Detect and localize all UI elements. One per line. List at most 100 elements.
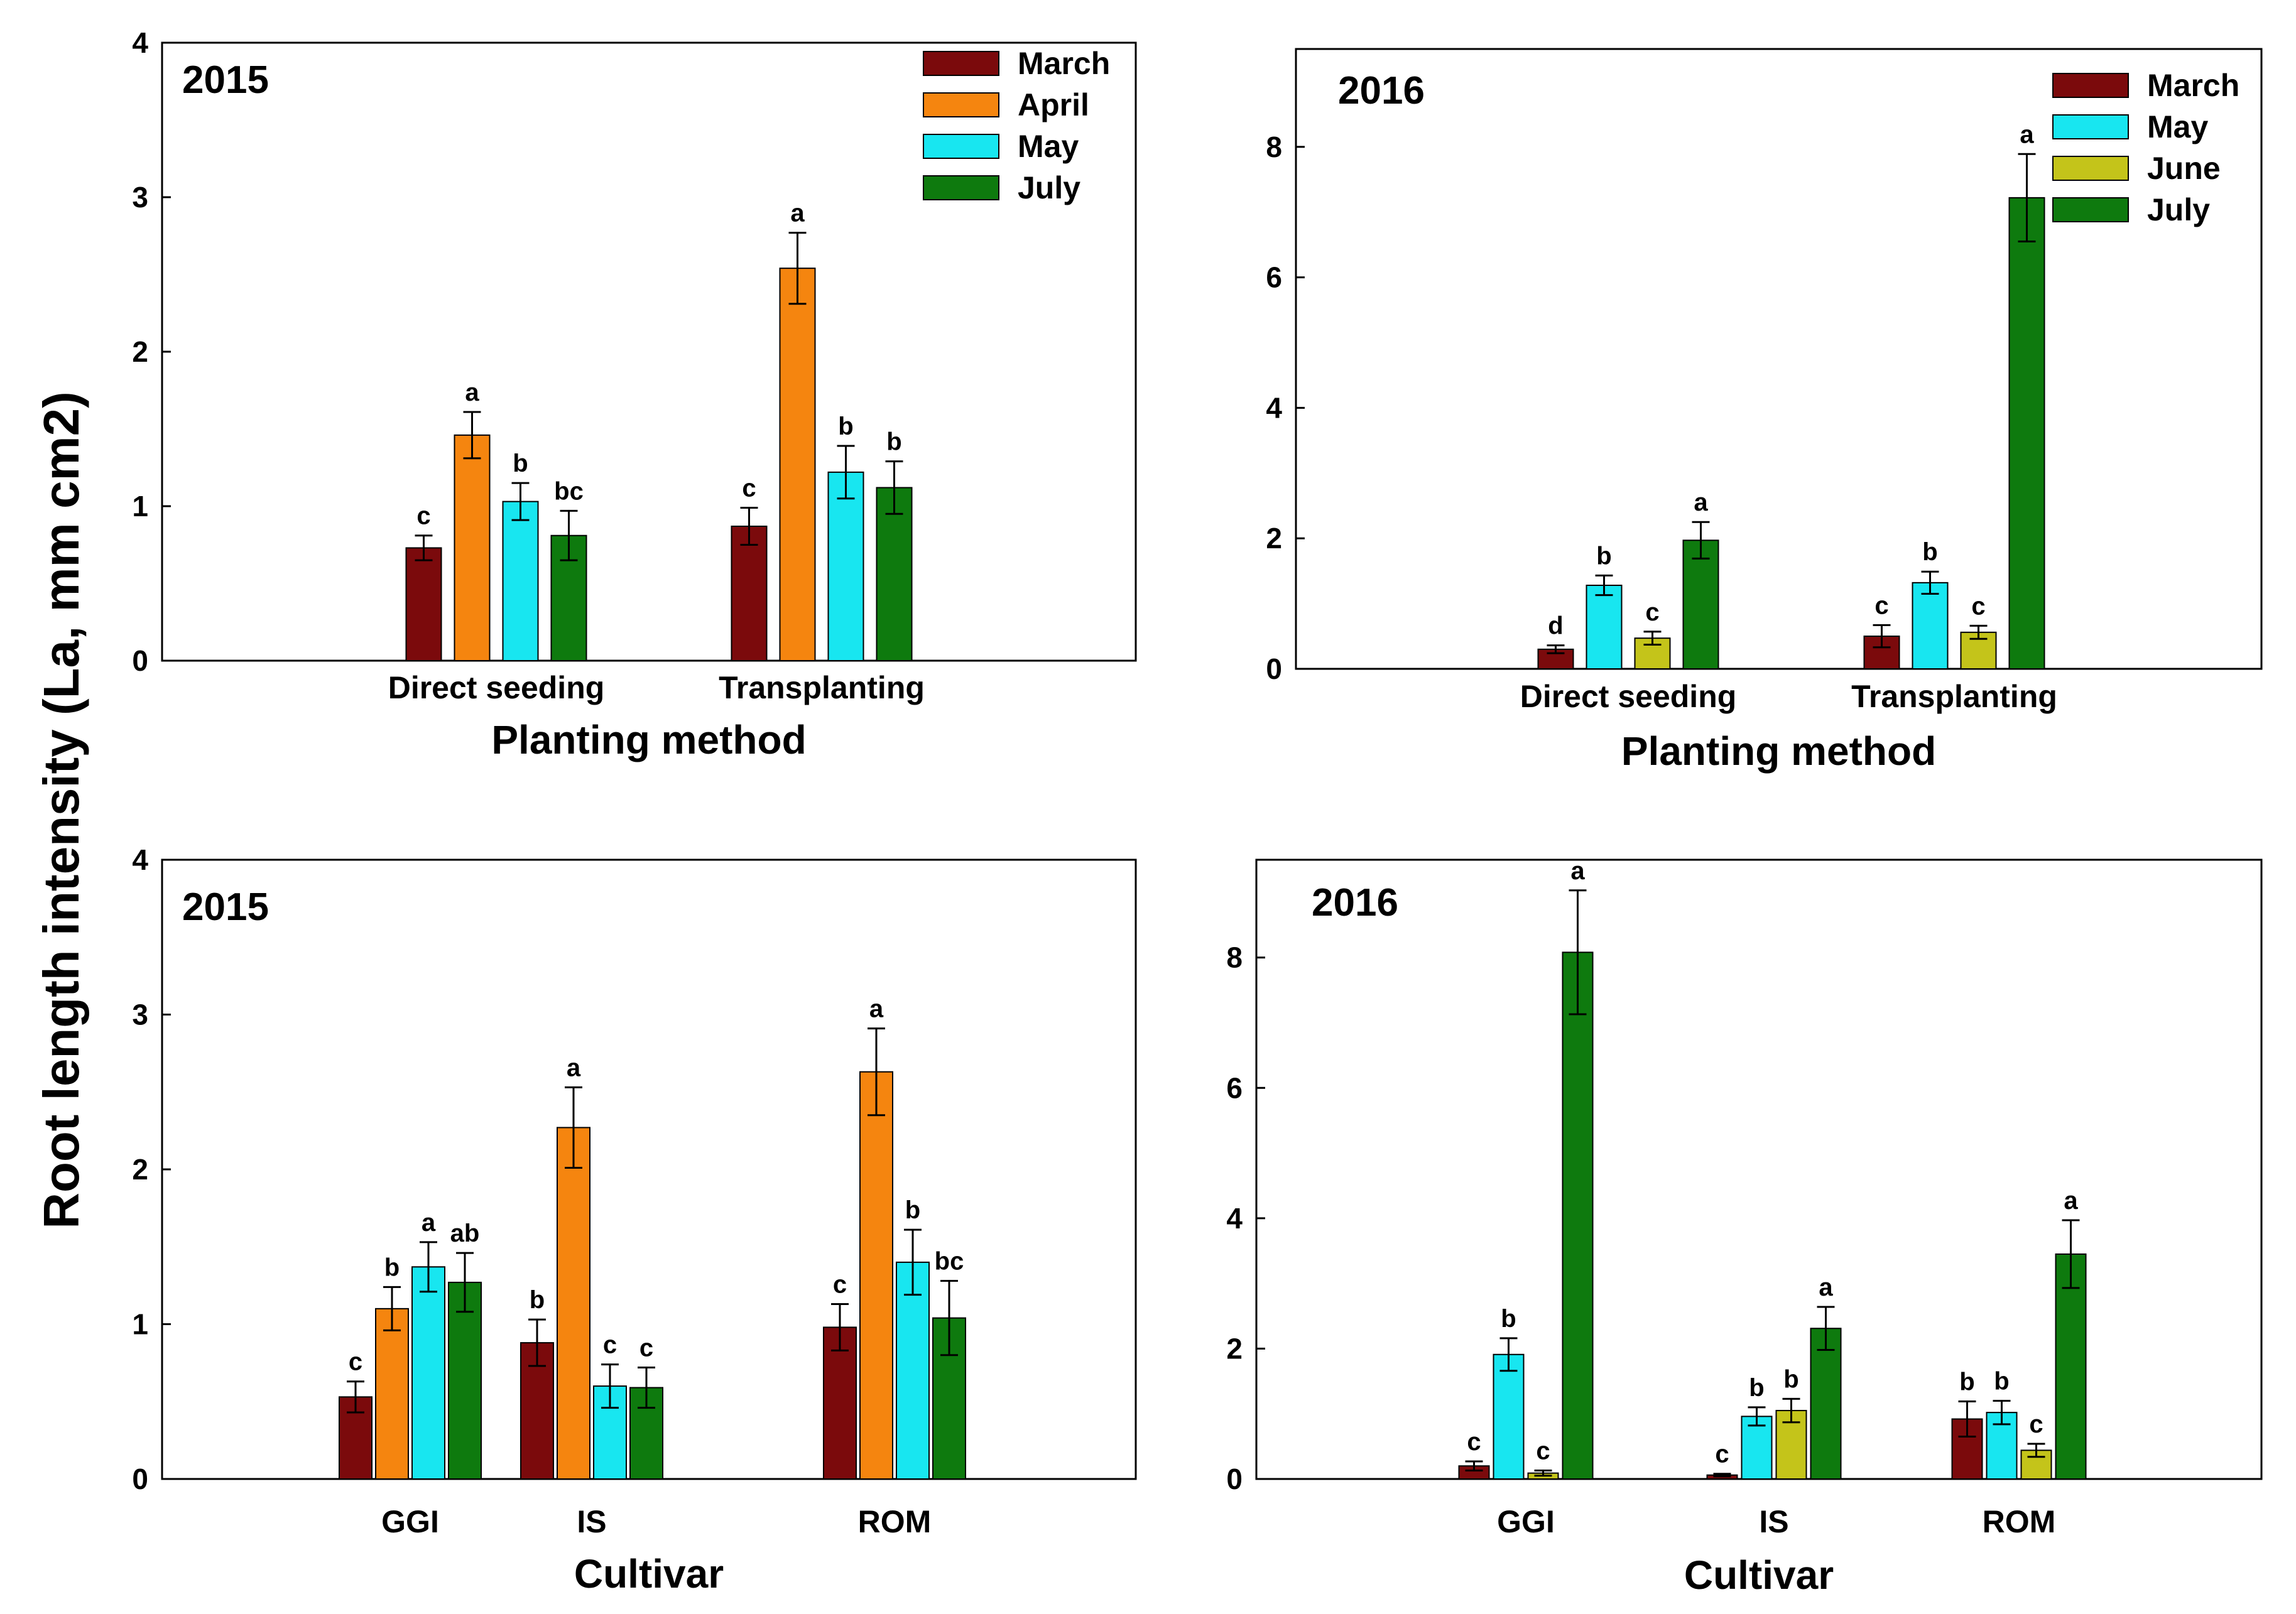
y-tick-label: 0 — [1266, 653, 1282, 685]
significance-label: c — [833, 1270, 847, 1298]
bar-may — [411, 1266, 445, 1480]
x-category-label: IS — [1759, 1504, 1788, 1539]
significance-label: b — [1922, 538, 1937, 566]
bar-april — [454, 434, 491, 662]
significance-label: c — [349, 1348, 362, 1376]
x-axis-label: Planting method — [1621, 728, 1936, 774]
legend-label: March — [2147, 68, 2239, 103]
chart-panel: 0 2 4 6 8 2016 d b c a Direct seeding c b c a Transplan… — [1266, 48, 2263, 774]
significance-label: b — [530, 1286, 545, 1314]
significance-label: c — [742, 474, 756, 502]
legend-swatch — [2052, 114, 2129, 139]
plot-frame — [1295, 48, 2263, 670]
x-category-label: IS — [577, 1504, 606, 1539]
bar-april — [859, 1071, 893, 1480]
y-axis-label: Root length intensity (La, mm cm2) — [33, 391, 89, 1228]
legend-label: May — [1018, 129, 1079, 164]
plot-frame — [161, 858, 1137, 1480]
significance-label: c — [603, 1331, 617, 1359]
legend-label: July — [2147, 192, 2210, 227]
bar-may — [827, 471, 864, 661]
x-category-label: Direct seeding — [1520, 679, 1737, 714]
legend-label: March — [1018, 46, 1110, 81]
significance-label: c — [1715, 1441, 1729, 1468]
y-tick-label: 0 — [132, 644, 148, 677]
x-category-label: GGI — [1497, 1504, 1555, 1539]
y-tick-label: 1 — [132, 1308, 148, 1341]
bar-july — [448, 1281, 482, 1480]
significance-label: a — [2064, 1187, 2078, 1215]
y-tick-label: 8 — [1266, 131, 1282, 163]
significance-label: c — [639, 1335, 653, 1362]
x-category-label: Transplanting — [1851, 679, 2057, 714]
panel-title: 2016 — [1312, 881, 1398, 924]
bar-april — [375, 1308, 409, 1480]
bar-july — [1682, 539, 1719, 670]
bar-may — [1912, 582, 1949, 669]
significance-label: ab — [450, 1220, 480, 1247]
significance-label: b — [905, 1196, 920, 1224]
significance-label: b — [1783, 1365, 1798, 1393]
x-category-label: Transplanting — [719, 670, 925, 705]
legend-swatch — [923, 92, 999, 117]
y-tick-label: 8 — [1226, 941, 1243, 974]
significance-label: a — [1694, 489, 1708, 516]
significance-label: c — [1536, 1438, 1550, 1465]
significance-label: d — [1548, 612, 1563, 640]
significance-label: b — [886, 428, 901, 456]
significance-label: b — [1994, 1367, 2009, 1395]
significance-label: bc — [554, 477, 584, 505]
y-tick-label: 1 — [132, 490, 148, 523]
significance-label: b — [1501, 1305, 1516, 1333]
significance-label: b — [513, 450, 528, 477]
panel-title: 2015 — [182, 886, 269, 929]
bar-april — [779, 268, 816, 662]
legend-swatch — [923, 51, 999, 76]
legend-label: May — [2147, 109, 2208, 144]
significance-label: a — [422, 1209, 436, 1237]
y-tick-label: 4 — [1266, 391, 1282, 424]
legend-label: June — [2147, 151, 2221, 186]
significance-label: b — [384, 1254, 400, 1281]
significance-label: c — [416, 502, 430, 530]
y-tick-label: 2 — [132, 1153, 148, 1186]
legend-swatch — [2052, 73, 2129, 98]
legend: March May June July — [2052, 68, 2239, 227]
significance-label: b — [1959, 1368, 1974, 1395]
bar-may — [896, 1261, 930, 1480]
bar-march — [823, 1326, 857, 1480]
x-category-label: Direct seeding — [388, 670, 605, 705]
significance-label: c — [1645, 598, 1659, 626]
y-tick-label: 2 — [1226, 1332, 1243, 1365]
significance-label: c — [1874, 592, 1888, 619]
x-category-label: GGI — [381, 1504, 439, 1539]
y-tick-label: 4 — [1226, 1202, 1243, 1235]
legend: March April May July — [923, 46, 1110, 205]
x-axis-label: Planting method — [491, 717, 806, 762]
legend-swatch — [923, 134, 999, 159]
significance-label: c — [1971, 592, 1985, 620]
significance-label: a — [465, 379, 479, 406]
bar-july — [876, 487, 913, 661]
y-tick-label: 6 — [1226, 1071, 1243, 1104]
x-category-label: ROM — [1983, 1504, 2056, 1539]
y-tick-label: 4 — [132, 26, 148, 59]
bar-march — [405, 547, 442, 661]
y-tick-label: 4 — [132, 843, 148, 876]
panel-title: 2016 — [1338, 69, 1425, 112]
legend-swatch — [2052, 156, 2129, 181]
x-axis-label: Cultivar — [574, 1551, 724, 1596]
significance-label: b — [1596, 542, 1611, 570]
bar-march — [731, 525, 768, 661]
x-axis-label: Cultivar — [1684, 1552, 1834, 1598]
significance-label: a — [1819, 1274, 1833, 1301]
significance-label: b — [838, 413, 853, 440]
panel-title: 2015 — [182, 58, 269, 102]
significance-label: a — [567, 1054, 581, 1081]
bar-april — [557, 1127, 590, 1480]
bar-may — [1586, 585, 1623, 669]
bar-july — [1810, 1328, 1842, 1480]
